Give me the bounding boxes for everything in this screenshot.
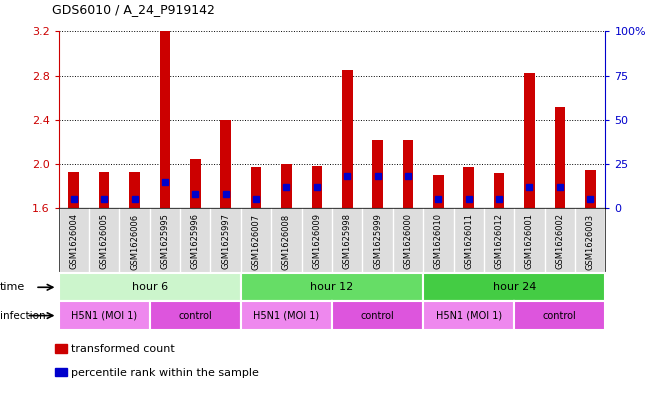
Text: GSM1626003: GSM1626003 <box>586 213 595 270</box>
Bar <box>190 158 201 208</box>
Text: GSM1626007: GSM1626007 <box>251 213 260 270</box>
Bar <box>312 166 322 208</box>
Bar <box>372 140 383 208</box>
Bar <box>524 73 535 208</box>
Text: GSM1626004: GSM1626004 <box>69 213 78 270</box>
Text: hour 24: hour 24 <box>493 282 536 292</box>
Text: GSM1625998: GSM1625998 <box>342 213 352 270</box>
Text: GSM1626010: GSM1626010 <box>434 213 443 270</box>
Bar <box>585 170 596 208</box>
Bar <box>281 164 292 208</box>
Text: GSM1625999: GSM1625999 <box>373 213 382 269</box>
Text: GSM1626001: GSM1626001 <box>525 213 534 270</box>
Text: GSM1626009: GSM1626009 <box>312 213 322 270</box>
Text: control: control <box>543 310 577 321</box>
Text: hour 6: hour 6 <box>132 282 168 292</box>
Text: H5N1 (MOI 1): H5N1 (MOI 1) <box>436 310 502 321</box>
Bar <box>159 31 171 208</box>
Text: control: control <box>361 310 395 321</box>
Text: GSM1625996: GSM1625996 <box>191 213 200 270</box>
Bar <box>68 172 79 208</box>
Text: GSM1626011: GSM1626011 <box>464 213 473 270</box>
Text: GSM1626000: GSM1626000 <box>404 213 413 270</box>
Text: H5N1 (MOI 1): H5N1 (MOI 1) <box>71 310 137 321</box>
Text: transformed count: transformed count <box>71 344 175 354</box>
Bar <box>55 344 67 353</box>
Text: time: time <box>0 282 25 292</box>
Text: GSM1626005: GSM1626005 <box>100 213 109 270</box>
Text: GSM1626008: GSM1626008 <box>282 213 291 270</box>
Bar <box>99 172 109 208</box>
Bar <box>555 107 565 208</box>
Bar <box>220 120 231 208</box>
Text: control: control <box>178 310 212 321</box>
Bar <box>493 173 505 208</box>
Text: infection: infection <box>0 310 46 321</box>
Bar <box>402 140 413 208</box>
Text: percentile rank within the sample: percentile rank within the sample <box>71 368 259 378</box>
Bar <box>342 70 353 208</box>
Text: GDS6010 / A_24_P919142: GDS6010 / A_24_P919142 <box>52 3 215 16</box>
Text: GSM1626006: GSM1626006 <box>130 213 139 270</box>
Bar <box>433 175 444 208</box>
Text: H5N1 (MOI 1): H5N1 (MOI 1) <box>253 310 320 321</box>
Bar <box>251 167 262 208</box>
Bar <box>464 167 474 208</box>
Text: GSM1625995: GSM1625995 <box>160 213 169 269</box>
Text: hour 12: hour 12 <box>311 282 353 292</box>
Text: GSM1626012: GSM1626012 <box>495 213 504 270</box>
Text: GSM1625997: GSM1625997 <box>221 213 230 270</box>
Bar <box>129 172 140 208</box>
Bar <box>55 367 67 376</box>
Text: GSM1626002: GSM1626002 <box>555 213 564 270</box>
